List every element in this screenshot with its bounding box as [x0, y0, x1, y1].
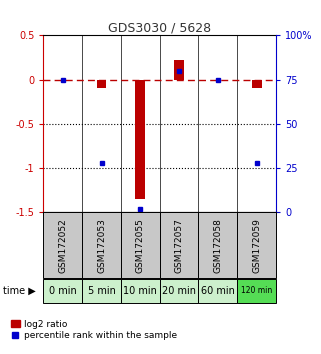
Text: GSM172052: GSM172052	[58, 218, 67, 273]
Bar	[198, 212, 237, 278]
Text: GSM172058: GSM172058	[213, 218, 222, 273]
Bar	[82, 279, 121, 303]
Text: GSM172053: GSM172053	[97, 218, 106, 273]
Text: 60 min: 60 min	[201, 286, 235, 296]
Legend: log2 ratio, percentile rank within the sample: log2 ratio, percentile rank within the s…	[11, 320, 177, 340]
Bar	[97, 80, 106, 87]
Bar	[121, 279, 160, 303]
Text: time ▶: time ▶	[3, 286, 36, 296]
Bar	[198, 279, 237, 303]
Bar	[135, 80, 145, 199]
Bar	[237, 279, 276, 303]
Bar	[160, 279, 198, 303]
Bar	[252, 80, 262, 87]
Text: 5 min: 5 min	[88, 286, 116, 296]
Title: GDS3030 / 5628: GDS3030 / 5628	[108, 21, 211, 34]
Bar	[43, 279, 82, 303]
Bar	[237, 212, 276, 278]
Text: GSM172057: GSM172057	[175, 218, 184, 273]
Bar	[121, 212, 160, 278]
Bar	[43, 212, 82, 278]
Text: GSM172055: GSM172055	[136, 218, 145, 273]
Text: 120 min: 120 min	[241, 286, 272, 295]
Bar	[82, 212, 121, 278]
Bar	[160, 212, 198, 278]
Bar	[174, 60, 184, 80]
Text: 10 min: 10 min	[123, 286, 157, 296]
Text: 0 min: 0 min	[49, 286, 77, 296]
Text: 20 min: 20 min	[162, 286, 196, 296]
Text: GSM172059: GSM172059	[252, 218, 261, 273]
